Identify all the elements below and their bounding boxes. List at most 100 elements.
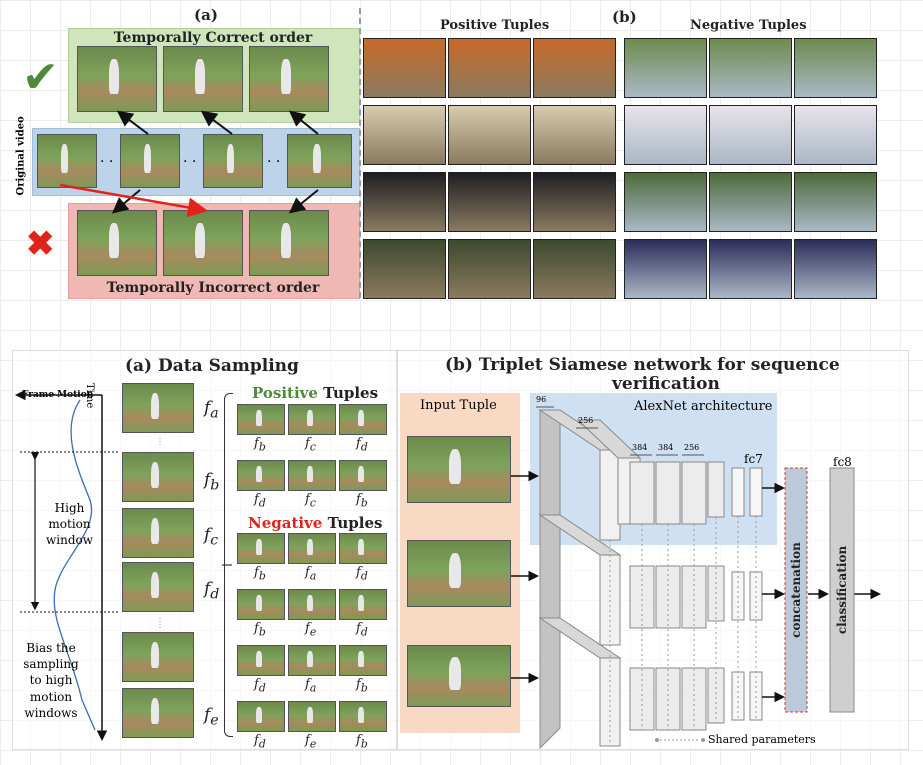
bias-line-4: motion <box>29 689 73 704</box>
alexnet-label: AlexNet architecture <box>634 399 773 414</box>
tuple-frame-subscript: c <box>309 440 316 454</box>
negative-word: Negative <box>248 514 323 532</box>
bias-line-3: to high <box>29 673 73 688</box>
sample-frame-a <box>122 383 194 433</box>
tuple-frame-label: fb <box>254 565 266 583</box>
negative-tuple-frame <box>709 105 792 165</box>
tuple-frame-label: fb <box>356 677 368 695</box>
sample-frame-e <box>122 688 194 738</box>
tuple-frame <box>288 589 336 620</box>
shared-parameters-label: Shared parameters <box>708 733 816 746</box>
tuple-frame-label: fb <box>356 492 368 510</box>
tuple-frame-subscript: d <box>360 625 368 639</box>
high-motion-line-3: window <box>46 533 94 548</box>
tuple-frame <box>237 589 285 620</box>
negative-tuple-frame <box>794 38 877 98</box>
original-frame-4 <box>287 134 352 188</box>
tuple-frame-subscript: e <box>309 625 317 639</box>
negative-tuple-frame <box>794 172 877 232</box>
positive-tuple-frame <box>533 105 616 165</box>
classification-label: classification <box>835 545 849 635</box>
correct-frame-2 <box>163 46 243 112</box>
f-sub-a: a <box>210 405 219 422</box>
input-tuple-label: Input Tuple <box>420 398 497 413</box>
positive-tuple-frame <box>448 38 531 98</box>
tuple-frame <box>288 645 336 676</box>
tuple-frame <box>339 645 387 676</box>
stack-2 <box>538 514 763 647</box>
dim-label-1: 96 <box>536 395 547 404</box>
check-icon: ✔ <box>22 52 59 103</box>
positive-tuple-frame <box>363 172 446 232</box>
input-frame-1 <box>407 436 511 503</box>
tuple-frame-subscript: e <box>309 737 317 751</box>
tuple-frame-subscript: d <box>360 440 368 454</box>
tuple-frame-subscript: b <box>258 440 266 454</box>
negative-tuple-frame <box>709 38 792 98</box>
f-sub-d: d <box>210 586 220 603</box>
positive-tuple-frame <box>533 38 616 98</box>
high-motion-window-label: High motion window <box>46 500 93 549</box>
tuple-frame <box>339 533 387 564</box>
fc7-label: fc7 <box>744 452 763 466</box>
tuple-frame-label: fd <box>356 621 368 639</box>
tuple-frame <box>288 533 336 564</box>
classification-block <box>829 467 855 713</box>
dots-3: . . <box>267 150 281 166</box>
high-motion-line-1: High <box>54 501 85 515</box>
original-frame-2 <box>120 134 180 188</box>
tuple-frame-label: fa <box>305 677 317 695</box>
sample-frame-c <box>122 508 194 558</box>
tuple-frame-subscript: b <box>360 737 368 751</box>
negative-tuple-frame <box>624 239 707 299</box>
tuple-frame-subscript: b <box>360 496 368 510</box>
dim-label-2: 256 <box>578 416 594 425</box>
positive-tuple-frame <box>363 105 446 165</box>
negative-tuple-frame <box>624 172 707 232</box>
tuple-frame <box>339 404 387 435</box>
tuple-frame-subscript: a <box>309 569 317 583</box>
incorrect-order-title: Temporally Incorrect order <box>106 280 320 296</box>
f-sub-e: e <box>210 712 219 729</box>
tuple-frame-label: fe <box>305 733 317 751</box>
positive-tuple-frame <box>448 172 531 232</box>
input-frame-3 <box>407 645 511 707</box>
tuple-frame-subscript: d <box>258 737 266 751</box>
sample-frame-b <box>122 452 194 502</box>
concatenation-label: concatenation <box>789 542 803 638</box>
top-left-panel-tag: (a) <box>194 6 218 24</box>
tuple-frame-subscript: b <box>258 625 266 639</box>
tuple-frame-subscript: d <box>258 496 266 510</box>
tuple-frame-label: fa <box>305 565 317 583</box>
dots-1: . . <box>100 150 114 166</box>
original-frame-1 <box>37 134 97 188</box>
stack-1 <box>538 409 763 542</box>
positive-tuple-frame <box>448 105 531 165</box>
negative-tuple-frame <box>794 239 877 299</box>
high-motion-line-2: motion <box>48 517 91 532</box>
f-label-a: fa <box>204 398 219 422</box>
top-right-panel-tag: (b) <box>612 8 637 26</box>
dim-label-5: 256 <box>684 443 700 452</box>
bias-line-5: windows <box>24 705 78 720</box>
shared-parameter-lines <box>609 516 757 745</box>
tuple-frame-label: fd <box>356 436 368 454</box>
tuple-frame <box>339 589 387 620</box>
negative-tuple-frame <box>709 239 792 299</box>
correct-order-title: Temporally Correct order <box>113 30 313 46</box>
tuple-frame-label: fe <box>305 621 317 639</box>
tuple-frame-subscript: a <box>309 681 317 695</box>
input-frame-2 <box>407 540 511 607</box>
tuple-frame-label: fd <box>254 492 266 510</box>
tuple-frame-subscript: b <box>360 681 368 695</box>
bias-sampling-label: Bias the sampling to high motion windows <box>20 640 82 721</box>
positive-tuples-word: Tuples <box>323 384 379 402</box>
correct-frame-1 <box>77 46 157 112</box>
positive-tuple-frame <box>448 239 531 299</box>
tuple-frame-subscript: b <box>258 569 266 583</box>
arrows-in <box>511 470 881 703</box>
tuple-frame-label: fb <box>356 733 368 751</box>
negative-tuple-frame <box>624 105 707 165</box>
